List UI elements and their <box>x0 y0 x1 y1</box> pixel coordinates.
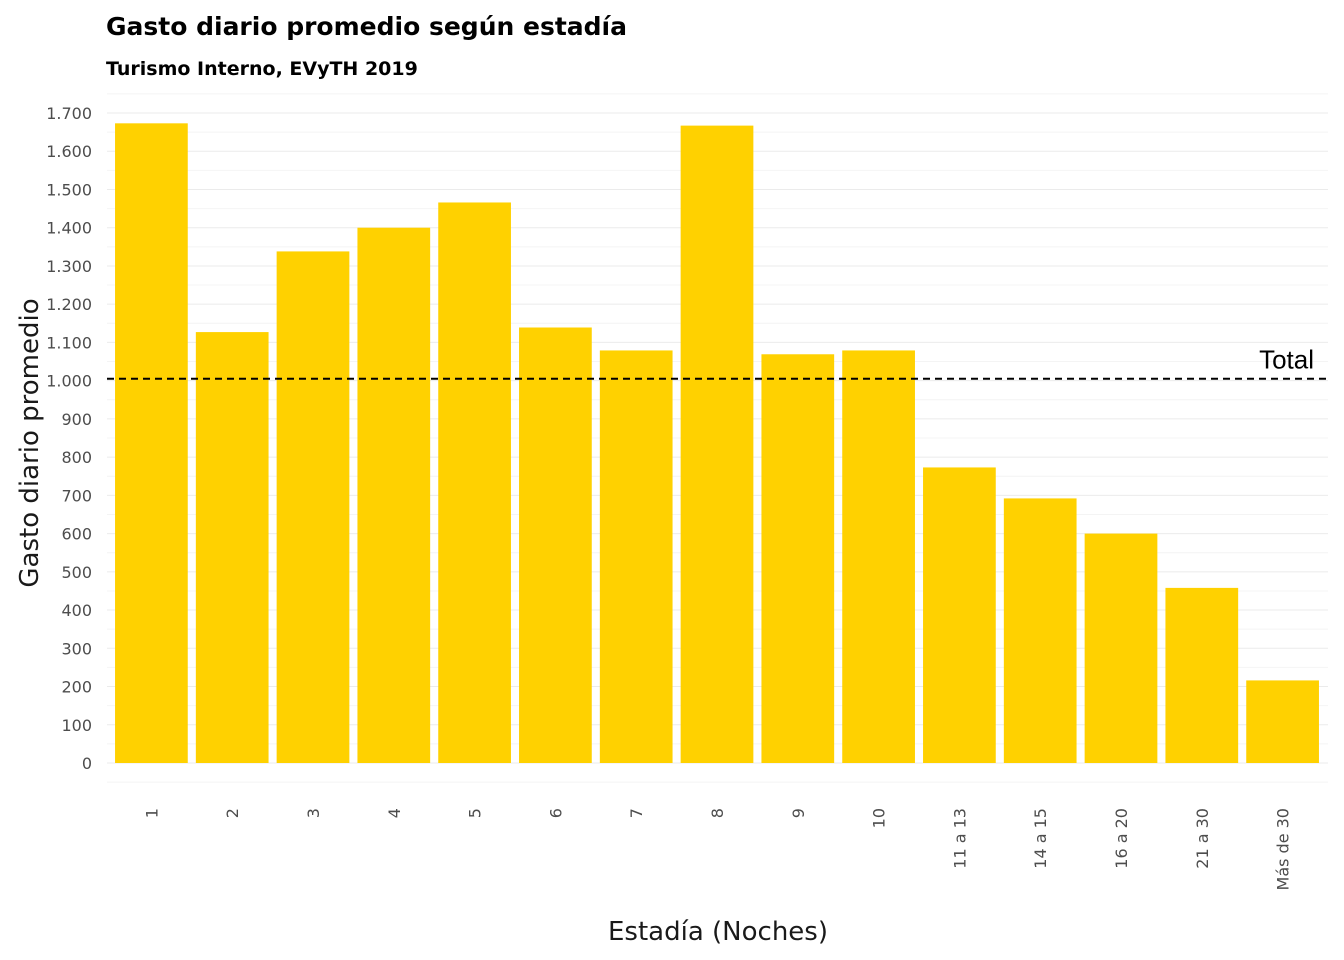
y-tick-label: 1.600 <box>46 142 92 161</box>
x-tick-label: 21 a 30 <box>1193 808 1212 869</box>
chart-subtitle: Turismo Interno, EVyTH 2019 <box>106 58 418 80</box>
x-tick-label: 10 <box>870 808 889 828</box>
bar <box>519 327 592 763</box>
bar <box>1246 680 1319 763</box>
y-tick-label: 400 <box>61 601 92 620</box>
y-tick-label: 100 <box>61 716 92 735</box>
x-tick-label: 7 <box>627 808 646 818</box>
total-reference-label: Total <box>1259 345 1314 375</box>
chart-title: Gasto diario promedio según estadía <box>106 12 627 41</box>
bar <box>1003 498 1077 763</box>
bar <box>115 123 188 763</box>
y-tick-label: 700 <box>61 486 92 505</box>
y-tick-label: 1.300 <box>46 257 92 276</box>
y-tick-label: 1.200 <box>46 295 92 314</box>
y-tick-label: 1.700 <box>46 104 92 123</box>
y-tick-label: 600 <box>61 525 92 544</box>
bar <box>599 350 673 763</box>
y-tick-label: 800 <box>61 448 92 467</box>
bar <box>438 202 511 763</box>
bar <box>276 251 350 764</box>
x-tick-label: 2 <box>223 808 242 818</box>
y-axis-title: Gasto diario promedio <box>15 298 45 587</box>
y-tick-label: 200 <box>61 678 92 697</box>
x-axis-title: Estadía (Noches) <box>608 917 828 947</box>
bar <box>842 350 915 763</box>
bar <box>761 354 835 763</box>
x-tick-label: 16 a 20 <box>1112 808 1131 869</box>
bars <box>115 123 1319 764</box>
bar <box>195 332 269 763</box>
y-tick-label: 300 <box>61 639 92 658</box>
x-axis-ticks: 1 2 3 4 5 6 7 8 9 10 11 a 13 14 a 15 16 a 20 21 a 30 M… <box>142 808 1292 890</box>
x-tick-label: 5 <box>466 808 485 818</box>
bar <box>680 125 754 763</box>
y-tick-label: 0 <box>82 754 92 773</box>
x-tick-label: 14 a 15 <box>1031 808 1050 869</box>
y-tick-label: 1.500 <box>46 180 92 199</box>
bar <box>923 467 996 763</box>
y-tick-label: 1.400 <box>46 219 92 238</box>
x-tick-label: 4 <box>385 808 404 818</box>
bar <box>357 227 431 764</box>
x-tick-label: Más de 30 <box>1274 808 1293 890</box>
bar <box>1165 587 1239 763</box>
x-tick-label: 6 <box>546 808 565 818</box>
y-tick-label: 900 <box>61 410 92 429</box>
x-tick-label: 1 <box>142 808 161 818</box>
x-tick-label: 9 <box>789 808 808 818</box>
x-tick-label: 11 a 13 <box>950 808 969 869</box>
y-tick-label: 1.100 <box>46 333 92 352</box>
x-tick-label: 8 <box>708 808 727 818</box>
y-tick-label: 500 <box>61 563 92 582</box>
bar <box>1084 533 1158 763</box>
y-tick-label: 1.000 <box>46 372 92 391</box>
y-axis-ticks: 0 100 200 300 400 500 600 700 800 900 1.000 1.100 1.… <box>46 104 92 773</box>
x-tick-label: 3 <box>304 808 323 818</box>
